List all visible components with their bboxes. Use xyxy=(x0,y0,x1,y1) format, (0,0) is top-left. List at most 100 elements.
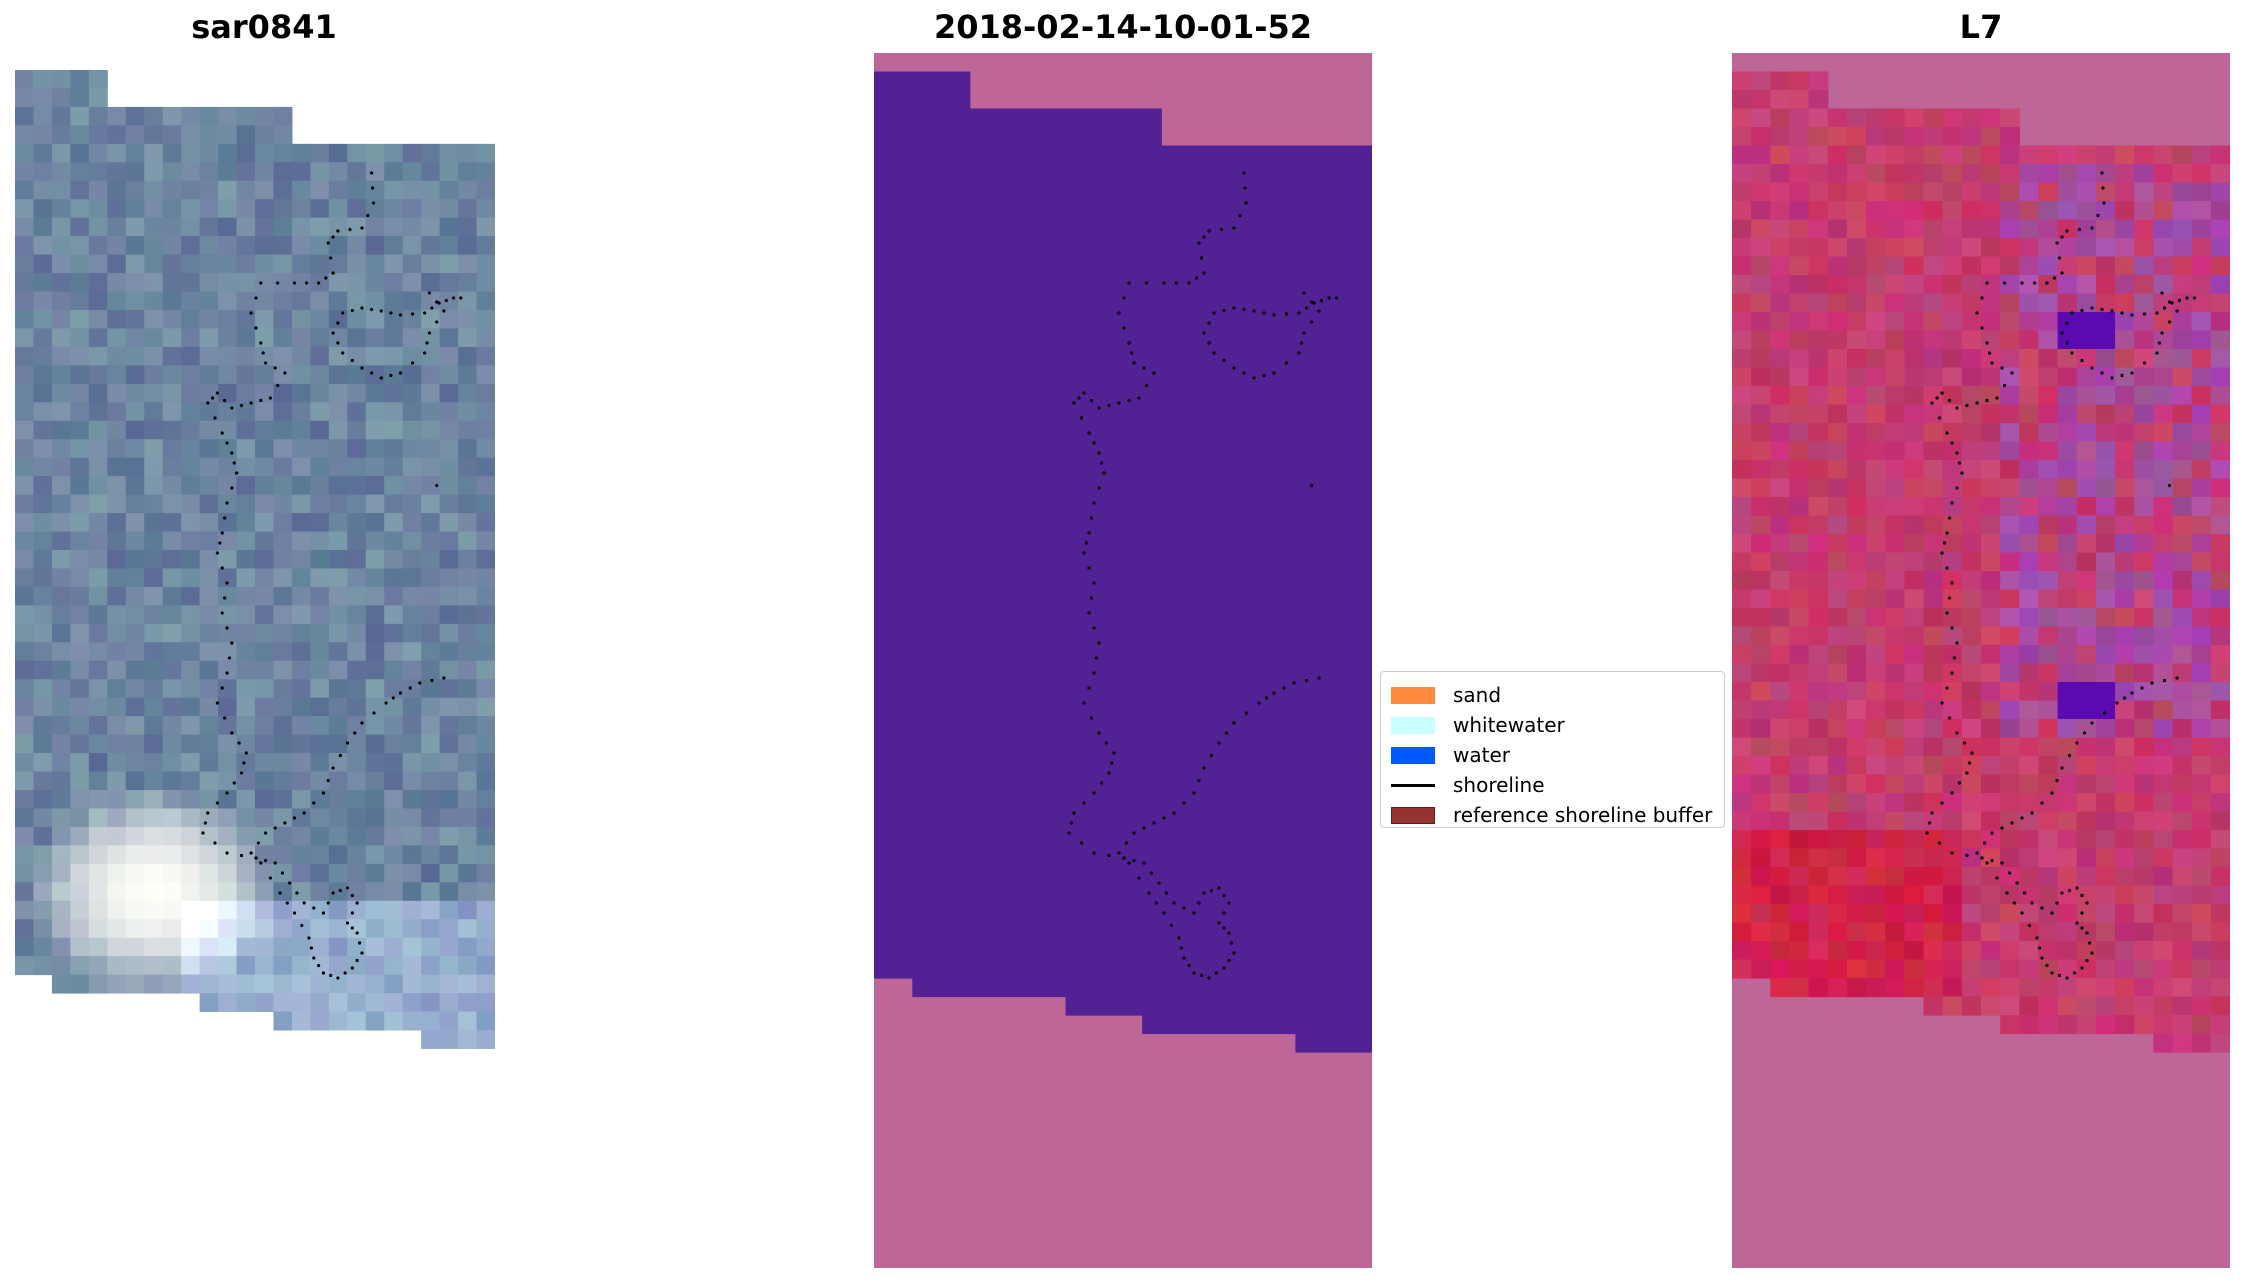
rgb-pixel xyxy=(421,586,441,606)
classified-pixel xyxy=(893,238,913,258)
index-pixel xyxy=(2153,867,2174,887)
index-pixel xyxy=(2000,404,2020,424)
rgb-pixel xyxy=(51,974,71,994)
index-pixel xyxy=(2019,904,2040,924)
index-pixel xyxy=(1751,275,1771,295)
index-pixel xyxy=(2095,478,2116,498)
shoreline-dot xyxy=(350,308,354,313)
classified-pixel xyxy=(931,978,952,998)
index-pixel xyxy=(1923,830,1944,850)
index-pixel xyxy=(1866,959,1886,979)
rgb-pixel xyxy=(365,162,385,182)
classified-pixel xyxy=(1142,219,1162,239)
index-pixel xyxy=(2057,867,2078,887)
index-pixel xyxy=(2019,571,2040,591)
rgb-pixel xyxy=(328,716,348,736)
shoreline-dot xyxy=(427,331,432,335)
index-pixel xyxy=(1961,645,1982,665)
classified-pixel xyxy=(1123,460,1143,480)
rgb-pixel xyxy=(310,642,330,662)
classified-pixel xyxy=(1027,367,1047,387)
index-pixel xyxy=(2134,774,2154,794)
index-pixel xyxy=(1923,423,1944,443)
index-pixel xyxy=(2057,959,2078,979)
classified-pixel xyxy=(1199,275,1220,295)
rgb-pixel xyxy=(70,402,90,422)
index-pixel xyxy=(1904,700,1925,720)
index-pixel xyxy=(2191,978,2212,998)
classified-pixel xyxy=(1295,737,1316,757)
rgb-pixel xyxy=(70,476,90,496)
classified-pixel xyxy=(950,386,971,406)
rgb-pixel xyxy=(144,753,164,773)
index-pixel xyxy=(2057,478,2078,498)
classified-pixel xyxy=(1084,811,1105,831)
rgb-pixel xyxy=(144,808,164,828)
index-pixel xyxy=(1904,367,1925,387)
index-pixel xyxy=(1732,71,1752,91)
classified-pixel xyxy=(1027,404,1047,424)
classified-pixel xyxy=(1199,922,1220,942)
shoreline-dot xyxy=(324,276,328,280)
classified-pixel xyxy=(1008,737,1028,757)
classified-pixel xyxy=(1084,682,1105,702)
classified-pixel xyxy=(931,700,952,720)
index-pixel xyxy=(2191,441,2212,461)
shoreline-dot xyxy=(1930,811,1934,815)
index-pixel xyxy=(2210,571,2230,591)
shoreline-dot xyxy=(1132,361,1136,365)
index-pixel xyxy=(1942,589,1963,609)
index-pixel xyxy=(1846,145,1867,165)
rgb-pixel xyxy=(273,513,293,533)
rgb-pixel xyxy=(310,365,330,385)
index-pixel xyxy=(1732,238,1752,258)
index-pixel xyxy=(2115,386,2135,406)
index-pixel xyxy=(2134,238,2154,258)
classified-pixel xyxy=(1199,256,1220,276)
index-pixel xyxy=(1770,885,1791,905)
rgb-pixel xyxy=(476,568,495,588)
rgb-pixel xyxy=(88,236,108,256)
classified-pixel xyxy=(912,460,933,480)
classified-pixel xyxy=(1333,996,1354,1016)
rgb-pixel xyxy=(51,383,71,403)
index-pixel xyxy=(1846,959,1867,979)
classified-pixel xyxy=(950,478,971,498)
index-pixel xyxy=(1770,71,1791,91)
shoreline-dot xyxy=(372,711,376,715)
classified-pixel xyxy=(1276,811,1296,831)
classified-pixel xyxy=(1352,552,1372,572)
classified-pixel xyxy=(1123,312,1143,332)
classified-pixel xyxy=(1046,497,1067,517)
rgb-pixel xyxy=(181,217,201,237)
shoreline-dot xyxy=(1217,741,1221,745)
classified-pixel xyxy=(1142,404,1162,424)
rgb-pixel xyxy=(291,605,311,625)
rgb-pixel xyxy=(328,236,348,256)
rgb-pixel xyxy=(162,900,182,920)
classified-pixel xyxy=(1257,904,1277,924)
shoreline-dot xyxy=(329,256,333,260)
index-pixel xyxy=(2038,460,2059,480)
classified-pixel xyxy=(1027,941,1047,961)
classified-pixel xyxy=(931,719,952,739)
classified-pixel xyxy=(1161,293,1182,313)
classified-pixel xyxy=(988,922,1009,942)
classified-pixel xyxy=(1065,848,1086,868)
shoreline-dot xyxy=(1097,451,1101,455)
index-pixel xyxy=(1751,182,1771,202)
rgb-pixel xyxy=(347,420,367,440)
index-pixel xyxy=(2134,885,2154,905)
classified-pixel xyxy=(1084,293,1105,313)
rgb-pixel xyxy=(476,642,495,662)
index-pixel xyxy=(1789,441,1810,461)
rgb-pixel xyxy=(402,513,422,533)
rgb-pixel xyxy=(15,420,34,440)
classified-pixel xyxy=(1257,534,1277,554)
classified-pixel xyxy=(1027,867,1047,887)
classified-pixel xyxy=(1276,552,1296,572)
rgb-pixel xyxy=(15,476,34,496)
index-pixel xyxy=(2134,404,2154,424)
classified-pixel xyxy=(1065,608,1086,628)
shoreline-dot xyxy=(1980,856,1984,860)
